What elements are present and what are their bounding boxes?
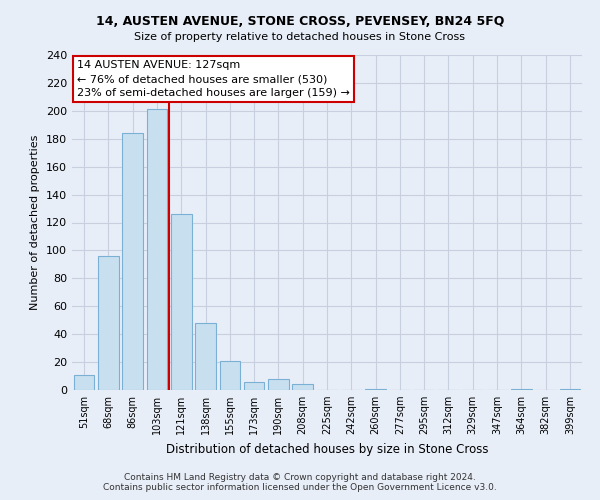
Text: 14, AUSTEN AVENUE, STONE CROSS, PEVENSEY, BN24 5FQ: 14, AUSTEN AVENUE, STONE CROSS, PEVENSEY… [96, 15, 504, 28]
Bar [171, 214, 191, 390]
Text: 14 AUSTEN AVENUE: 127sqm
← 76% of detached houses are smaller (530)
23% of semi-: 14 AUSTEN AVENUE: 127sqm ← 76% of detach… [77, 60, 350, 98]
Bar [195, 323, 216, 390]
Text: Contains HM Land Registry data © Crown copyright and database right 2024.
Contai: Contains HM Land Registry data © Crown c… [103, 473, 497, 492]
Bar [268, 379, 289, 390]
Bar [511, 388, 532, 390]
Bar [365, 388, 386, 390]
Bar [122, 133, 143, 390]
Text: Size of property relative to detached houses in Stone Cross: Size of property relative to detached ho… [134, 32, 466, 42]
X-axis label: Distribution of detached houses by size in Stone Cross: Distribution of detached houses by size … [166, 442, 488, 456]
Bar [292, 384, 313, 390]
Y-axis label: Number of detached properties: Number of detached properties [31, 135, 40, 310]
Bar [560, 388, 580, 390]
Bar [74, 374, 94, 390]
Bar [244, 382, 265, 390]
Bar [146, 110, 167, 390]
Bar [220, 360, 240, 390]
Bar [98, 256, 119, 390]
